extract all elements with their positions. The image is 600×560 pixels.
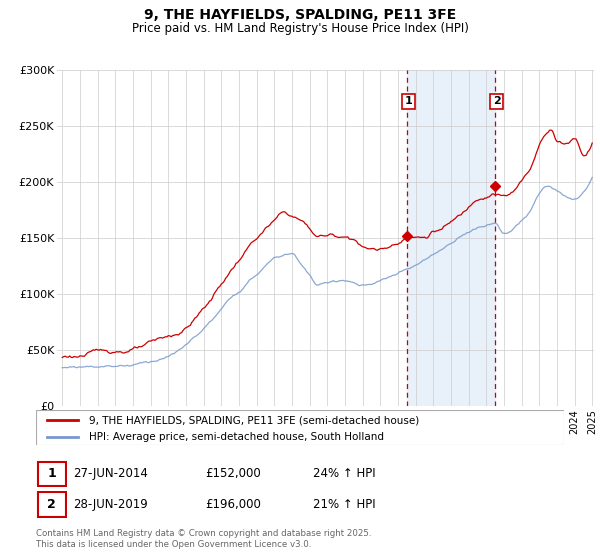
Text: 1: 1 bbox=[404, 96, 412, 106]
Bar bbox=[407, 70, 495, 406]
Text: 9, THE HAYFIELDS, SPALDING, PE11 3FE (semi-detached house): 9, THE HAYFIELDS, SPALDING, PE11 3FE (se… bbox=[89, 415, 419, 425]
Text: 2: 2 bbox=[47, 498, 56, 511]
Text: HPI: Average price, semi-detached house, South Holland: HPI: Average price, semi-detached house,… bbox=[89, 432, 384, 441]
Text: 27-JUN-2014: 27-JUN-2014 bbox=[73, 467, 148, 480]
Text: Price paid vs. HM Land Registry's House Price Index (HPI): Price paid vs. HM Land Registry's House … bbox=[131, 22, 469, 35]
Text: 21% ↑ HPI: 21% ↑ HPI bbox=[313, 498, 376, 511]
Text: 2: 2 bbox=[493, 96, 501, 106]
Text: 9, THE HAYFIELDS, SPALDING, PE11 3FE: 9, THE HAYFIELDS, SPALDING, PE11 3FE bbox=[144, 8, 456, 22]
Text: £152,000: £152,000 bbox=[205, 467, 261, 480]
Text: 24% ↑ HPI: 24% ↑ HPI bbox=[313, 467, 376, 480]
Text: 28-JUN-2019: 28-JUN-2019 bbox=[73, 498, 148, 511]
Text: 1: 1 bbox=[47, 467, 56, 480]
Text: £196,000: £196,000 bbox=[205, 498, 261, 511]
Text: Contains HM Land Registry data © Crown copyright and database right 2025.
This d: Contains HM Land Registry data © Crown c… bbox=[36, 529, 371, 549]
